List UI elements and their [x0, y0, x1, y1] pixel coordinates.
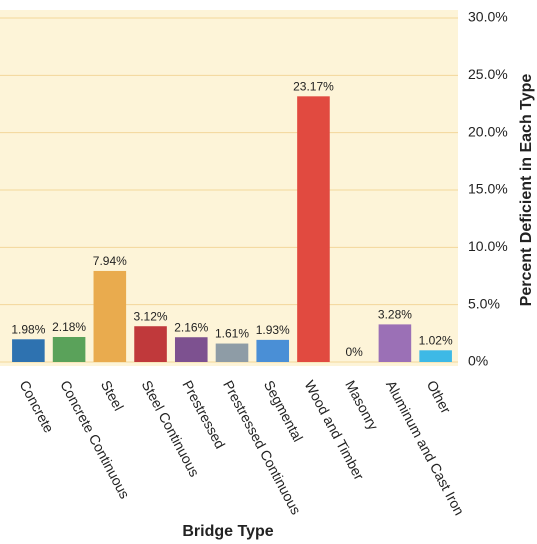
bar: [174, 337, 208, 362]
x-tick-label: Prestressed Continuous: [220, 378, 304, 517]
bar: [93, 270, 127, 362]
value-label: 1.02%: [419, 333, 453, 347]
y-axis-title: Percent Deficient in Each Type: [518, 74, 535, 307]
value-label: 1.93%: [256, 323, 290, 337]
bar: [256, 339, 290, 362]
bar: [12, 339, 45, 362]
bar: [297, 96, 330, 363]
y-tick-label: 25.0%: [468, 66, 508, 82]
y-tick-label: 20.0%: [468, 123, 508, 139]
x-tick-label: Masonry: [342, 378, 381, 433]
value-label: 2.18%: [52, 320, 86, 334]
x-tick-label: Concrete: [16, 378, 57, 436]
bar: [419, 350, 452, 362]
y-tick-label: 15.0%: [468, 181, 508, 197]
bar: [134, 326, 167, 362]
y-tick-label: 10.0%: [468, 238, 508, 254]
value-label: 2.16%: [174, 320, 208, 334]
bar: [52, 337, 86, 362]
value-label: 0%: [346, 345, 364, 359]
value-label: 7.94%: [93, 254, 127, 268]
x-tick-label: Aluminum and Cast Iron: [383, 378, 468, 518]
value-label: 1.61%: [215, 327, 249, 341]
bar: [215, 343, 249, 362]
y-tick-label: 5.0%: [468, 295, 500, 311]
y-tick-label: 30.0%: [468, 9, 508, 25]
x-tick-label: Steel: [98, 378, 127, 414]
x-axis-title: Bridge Type: [182, 523, 273, 540]
value-label: 23.17%: [293, 79, 334, 93]
bar: [378, 324, 412, 362]
value-label: 3.12%: [134, 309, 168, 323]
x-tick-label: Other: [424, 378, 455, 417]
value-label: 3.28%: [378, 308, 412, 322]
y-tick-label: 0%: [468, 353, 488, 369]
plot-background: [0, 10, 458, 366]
x-tick-label: Segmental: [261, 378, 307, 445]
value-label: 1.98%: [11, 322, 45, 336]
